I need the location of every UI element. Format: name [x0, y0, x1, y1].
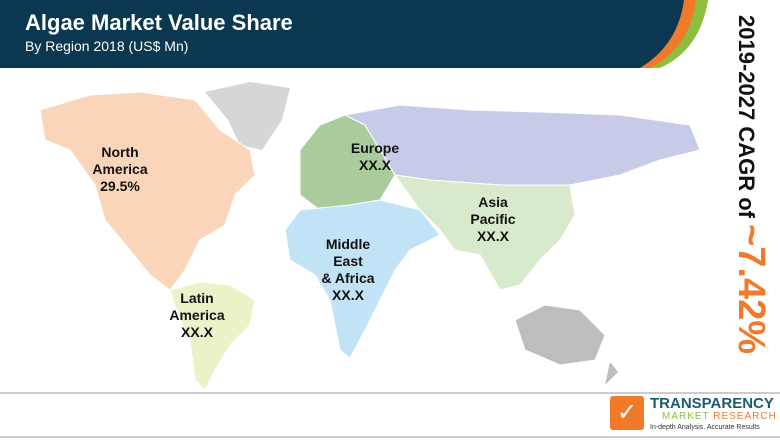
- region-name: Pacific: [470, 211, 516, 227]
- header-banner: [0, 0, 708, 68]
- label-middle-east-africa: Middle East & Africa XX.X: [308, 236, 388, 304]
- region-north-america: [39, 91, 256, 291]
- label-latin-america: Latin America XX.X: [157, 290, 237, 341]
- logo-market: MARKET: [662, 411, 710, 422]
- region-name: Europe: [350, 140, 400, 156]
- new-zealand: [605, 362, 618, 385]
- region-name: East: [333, 253, 363, 269]
- region-name: Latin: [180, 290, 214, 306]
- footer-divider: [0, 392, 780, 394]
- page-subtitle: By Region 2018 (US$ Mn): [25, 38, 189, 54]
- logo-text: MARKET RESEARCH: [662, 411, 777, 422]
- region-name: Middle: [325, 236, 371, 252]
- region-value: XX.X: [332, 287, 364, 303]
- region-asia-pacific: [393, 174, 576, 291]
- cagr-value: ~7.42%: [730, 224, 772, 355]
- logo-research: RESEARCH: [713, 411, 777, 422]
- region-name: Asia: [478, 194, 508, 210]
- label-asia-pacific: Asia Pacific XX.X: [453, 194, 533, 245]
- cagr-label: 2019-2027 CAGR of: [734, 15, 759, 225]
- checkmark-logo-icon: ✓: [610, 396, 644, 430]
- russia-north-asia: [343, 104, 701, 186]
- region-value: XX.X: [181, 324, 213, 340]
- region-value: 29.5%: [100, 178, 140, 194]
- greenland: [205, 82, 290, 150]
- region-name: America: [92, 161, 148, 177]
- region-name: & Africa: [321, 270, 375, 286]
- australia: [514, 304, 606, 366]
- region-value: XX.X: [359, 157, 391, 173]
- region-latin-america: [169, 281, 256, 390]
- label-europe: Europe XX.X: [335, 140, 415, 174]
- logo-text: TRANSPARENCY: [650, 395, 774, 412]
- region-name: North: [101, 144, 139, 160]
- cagr-callout: 2019-2027 CAGR of ~7.42%: [712, 15, 772, 390]
- footer-divider: [0, 436, 780, 438]
- region-name: America: [169, 307, 225, 323]
- world-map: [39, 82, 701, 390]
- region-value: XX.X: [477, 228, 509, 244]
- region-middle-east-africa: [284, 199, 441, 359]
- logo-tagline: In-depth Analysis. Accurate Results: [650, 424, 760, 431]
- page-title: Algae Market Value Share: [25, 10, 293, 35]
- label-north-america: North America 29.5%: [80, 144, 160, 195]
